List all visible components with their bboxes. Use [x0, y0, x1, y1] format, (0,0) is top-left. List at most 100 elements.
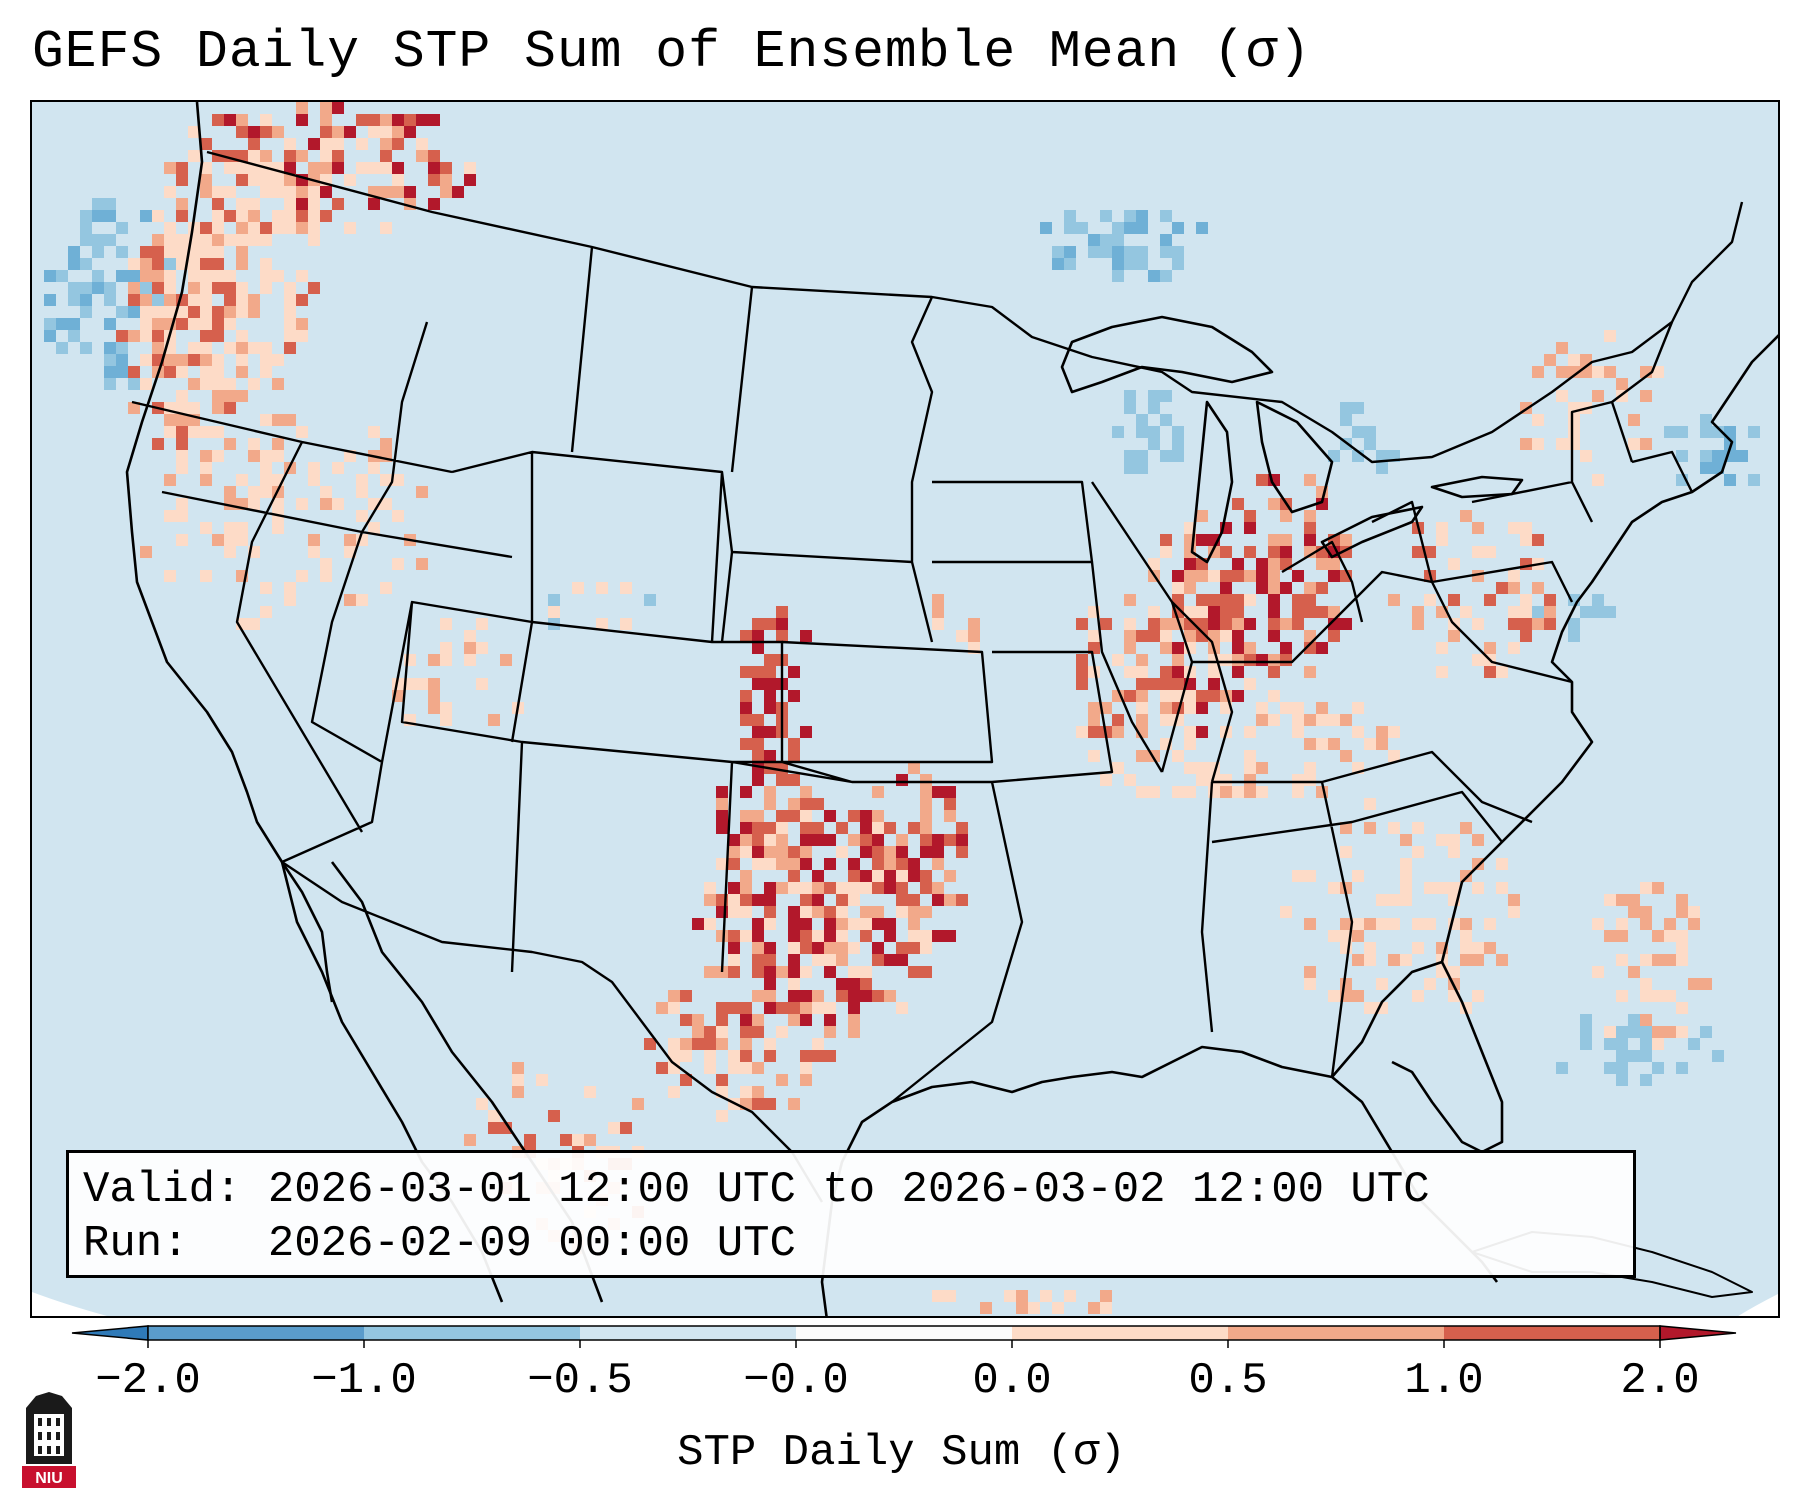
stp-cell [1640, 1038, 1652, 1050]
stp-cell [548, 606, 560, 618]
stp-cell [908, 822, 920, 834]
stp-cell [164, 222, 176, 234]
stp-cell [800, 990, 812, 1002]
stp-cell [260, 174, 272, 186]
stp-cell [1568, 414, 1580, 426]
stp-cell [1208, 594, 1220, 606]
stp-cell [944, 834, 956, 846]
stp-cell [356, 162, 368, 174]
stp-cell [200, 258, 212, 270]
stp-cell [428, 702, 440, 714]
stp-cell [1196, 570, 1208, 582]
colorbar-label: STP Daily Sum (σ) [677, 1428, 1126, 1478]
stp-cell [296, 150, 308, 162]
stp-cell [1304, 546, 1316, 558]
stp-cell [224, 522, 236, 534]
stp-cell [332, 150, 344, 162]
us-mexico-border [281, 861, 824, 1203]
stp-cell [260, 474, 272, 486]
stp-cell [1676, 1026, 1688, 1038]
stp-cell [164, 414, 176, 426]
stp-cell [812, 822, 824, 834]
stp-cell [1544, 606, 1556, 618]
stp-cell [1496, 666, 1508, 678]
stp-cell [1328, 570, 1340, 582]
stp-cell [368, 426, 380, 438]
stp-cell [116, 306, 128, 318]
stp-cell [1124, 630, 1136, 642]
stp-cell [1160, 666, 1172, 678]
stp-cell [572, 582, 584, 594]
stp-cell [920, 942, 932, 954]
stp-cell [128, 258, 140, 270]
stp-cell [728, 846, 740, 858]
stp-cell [1640, 390, 1652, 402]
stp-cell [392, 162, 404, 174]
stp-cell [908, 930, 920, 942]
stp-cell [320, 498, 332, 510]
stp-cell [1580, 450, 1592, 462]
stp-cell [236, 294, 248, 306]
stp-cell [164, 474, 176, 486]
stp-cell [1148, 558, 1160, 570]
stp-cell [1148, 390, 1160, 402]
stp-cell [188, 402, 200, 414]
stp-cell [164, 570, 176, 582]
stp-cell [80, 222, 92, 234]
stp-cell [1220, 582, 1232, 594]
stp-cell [1460, 942, 1472, 954]
stp-cell [1592, 918, 1604, 930]
stp-cell [956, 894, 968, 906]
stp-cell [1460, 870, 1472, 882]
stp-cell [236, 534, 248, 546]
stp-cell [248, 450, 260, 462]
stp-cell [872, 846, 884, 858]
stp-cell [1256, 558, 1268, 570]
stp-cell [1628, 414, 1640, 426]
stp-grid-cells [44, 102, 1760, 1314]
stp-cell [1460, 510, 1472, 522]
stp-cell [620, 618, 632, 630]
stp-cell [224, 318, 236, 330]
stp-cell [1448, 630, 1460, 642]
stp-cell [416, 138, 428, 150]
stp-cell [1496, 954, 1508, 966]
stp-cell [1484, 642, 1496, 654]
colorbar-tick-label: −1.0 [311, 1356, 417, 1398]
stp-cell [1640, 1014, 1652, 1026]
stp-cell [104, 210, 116, 222]
stp-cell [1712, 426, 1724, 438]
stp-cell [1136, 666, 1148, 678]
stp-cell [1076, 654, 1088, 666]
stp-cell [1688, 906, 1700, 918]
stp-cell [1244, 678, 1256, 690]
stp-cell [752, 990, 764, 1002]
stp-cell [872, 810, 884, 822]
stp-cell [1364, 798, 1376, 810]
stp-cell [1364, 738, 1376, 750]
stp-cell [1352, 702, 1364, 714]
stp-cell [188, 126, 200, 138]
stp-cell [776, 618, 788, 630]
stp-cell [1160, 702, 1172, 714]
stp-cell [1304, 762, 1316, 774]
stp-cell [1652, 954, 1664, 966]
stp-cell [188, 306, 200, 318]
stp-cell [212, 246, 224, 258]
stp-cell [1268, 618, 1280, 630]
stp-cell [1544, 618, 1556, 630]
stp-cell [740, 1014, 752, 1026]
stp-cell [128, 282, 140, 294]
stp-cell [212, 270, 224, 282]
stp-cell [380, 186, 392, 198]
stp-cell [740, 786, 752, 798]
stp-cell [1304, 606, 1316, 618]
stp-cell [1232, 786, 1244, 798]
stp-cell [908, 918, 920, 930]
stp-cell [1640, 1074, 1652, 1086]
stp-cell [1676, 426, 1688, 438]
stp-cell [836, 954, 848, 966]
stp-cell [308, 534, 320, 546]
stp-cell [1484, 546, 1496, 558]
stp-cell [56, 342, 68, 354]
